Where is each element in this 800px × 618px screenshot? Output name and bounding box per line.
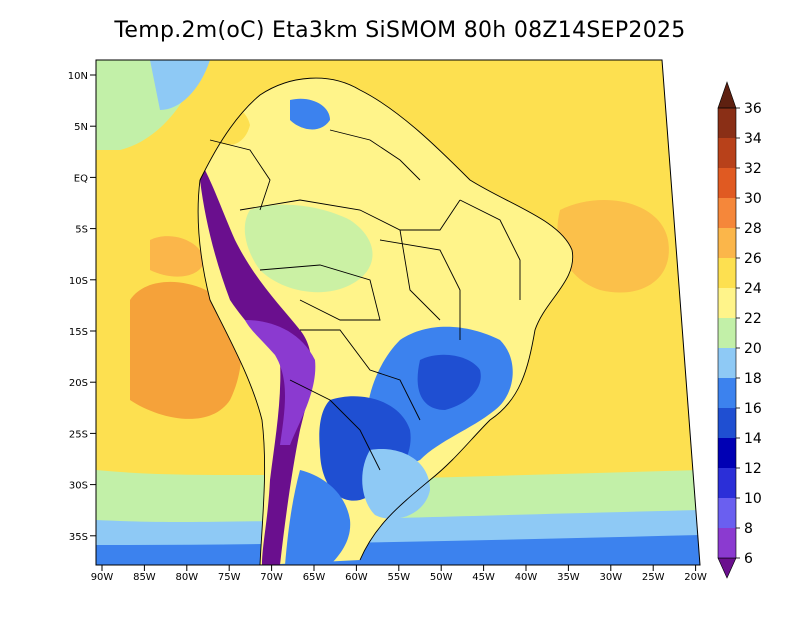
lon-tick-label: 40W [515,572,538,583]
lat-tick-label: 30S [69,481,88,492]
colorbar-min-arrow [717,557,737,579]
lat-tick-label: 25S [69,429,88,440]
colorbar-swatch [718,138,736,168]
colorbar-label: 30 [744,191,762,207]
coastline-east [199,77,574,561]
amazon-cool-patch [244,204,373,293]
lon-tick-label: 90W [91,572,114,583]
colorbar: 6 8 10 12 14 16 18 20 22 24 26 28 30 32 34 36 [717,81,762,579]
south-colder-band [96,535,700,565]
border-bolivia [259,264,381,321]
colorbar-swatch [718,408,736,438]
andes-cold-strip [200,170,312,565]
pacific-warm-region [130,281,242,419]
border-brazil-states-1 [379,239,461,340]
border-brazil-states-2 [459,199,521,300]
lon-tick-label: 25W [642,572,665,583]
lat-tick-label: 35S [69,532,88,543]
pacific-north-cold [150,60,210,110]
border-argentina-north [289,379,381,471]
lon-tick-label: 55W [387,572,410,583]
lon-tick-label: 20W [684,572,707,583]
lon-tick-label: 30W [599,572,622,583]
lon-tick-label: 35W [557,572,580,583]
colorbar-label: 34 [744,131,762,147]
lon-tick-label: 50W [430,572,453,583]
lon-tick-label: 65W [303,572,326,583]
altiplano-region [245,320,316,445]
colorbar-label: 12 [744,461,762,477]
lon-tick-label: 70W [260,572,283,583]
patagonia-region [285,470,351,565]
map-title: Temp.2m(oC) Eta3km SiSMOM 80h 08Z14SEP20… [114,18,686,43]
border-paraguay [300,329,421,421]
lon-tick-label: 45W [472,572,495,583]
colorbar-label: 36 [744,101,762,117]
colorbar-swatch [718,378,736,408]
border-north-amazon [239,199,461,231]
colorbar-outline [717,107,737,559]
guiana-highland-patch [290,98,330,130]
lat-tick-label: 15S [69,327,88,338]
colorbar-label: 16 [744,401,762,417]
colorbar-swatch [718,288,736,318]
uruguay-region [362,449,430,519]
colorbar-swatch [718,438,736,468]
lon-tick-label: 80W [175,572,198,583]
colorbar-swatch [718,108,736,138]
lon-tick-label: 85W [133,572,156,583]
lon-tick-label: 75W [218,572,241,583]
lat-tick-label: 10N [68,71,88,82]
colorbar-swatch [718,318,736,348]
plot-frame [95,59,701,566]
colorbar-label: 14 [744,431,762,447]
colorbar-swatch [718,198,736,228]
latitude-axis: 10N 5N EQ 5S 10S 15S 20S 25S 30S 35S [68,71,96,543]
colorbar-swatch [718,228,736,258]
colorbar-label: 20 [744,341,762,357]
border-colombia [209,139,271,211]
country-borders [197,77,574,565]
coastline-west [197,179,266,565]
longitude-axis: 90W 85W 80W 75W 70W 65W 60W 55W 50W 45W 40W 35W 30W 2… [91,565,707,583]
lat-tick-label: 5S [75,225,88,236]
colorbar-label: 8 [744,521,753,537]
border-venezuela [329,129,421,181]
colorbar-label: 10 [744,491,762,507]
border-brazil-states-3 [399,229,441,321]
colorbar-swatch [718,468,736,498]
colorbar-label: 26 [744,251,762,267]
colorbar-swatch [718,168,736,198]
colorbar-label: 18 [744,371,762,387]
colorbar-label: 24 [744,281,762,297]
lon-tick-label: 60W [345,572,368,583]
colorbar-label: 32 [744,161,762,177]
colorbar-swatch [718,348,736,378]
lat-tick-label: 20S [69,378,88,389]
pacific-warm-region-2 [150,236,205,277]
colorbar-max-arrow [717,81,737,109]
colorbar-label: 6 [744,551,753,567]
lat-tick-label: 5N [74,122,88,133]
atlantic-warm-region [557,200,669,293]
southeast-colder-core [417,354,481,410]
colorbar-swatch [718,498,736,528]
colorbar-swatch [718,258,736,288]
colorbar-label: 28 [744,221,762,237]
temperature-field [96,60,700,565]
lat-tick-label: EQ [74,173,88,184]
colorbar-swatch [718,528,736,558]
colorbar-label: 22 [744,311,762,327]
lat-tick-label: 10S [69,276,88,287]
